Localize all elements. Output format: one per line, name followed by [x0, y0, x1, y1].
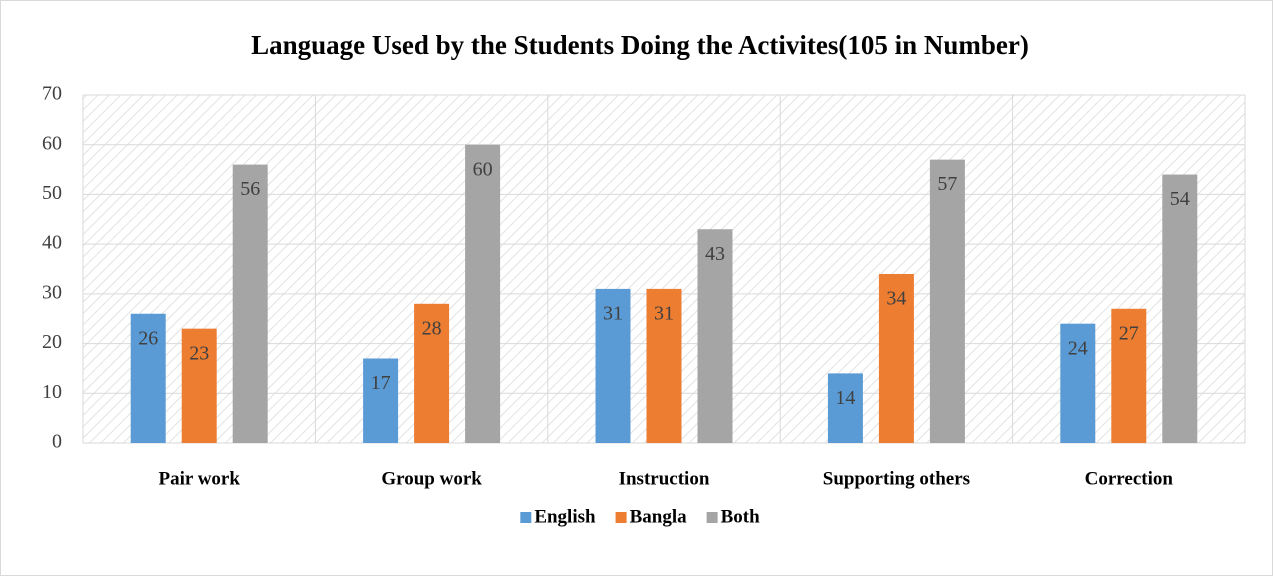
bar	[363, 358, 399, 443]
y-tick-label: 60	[42, 132, 62, 154]
y-tick-label: 40	[42, 232, 62, 254]
bar	[646, 288, 682, 443]
data-label: 56	[240, 178, 260, 200]
data-label: 17	[371, 372, 391, 394]
x-tick-label: Correction	[1085, 468, 1174, 489]
data-label: 57	[937, 173, 957, 195]
data-label: 43	[705, 243, 725, 265]
bar	[465, 144, 501, 443]
chart-title: Language Used by the Students Doing the …	[251, 30, 1029, 60]
data-label: 34	[886, 288, 906, 310]
data-label: 24	[1068, 337, 1088, 359]
data-label: 28	[422, 317, 442, 339]
x-tick-label: Supporting others	[823, 468, 970, 489]
data-label: 23	[189, 342, 209, 364]
data-label: 26	[138, 327, 158, 349]
x-tick-label: Instruction	[619, 468, 710, 489]
bar	[595, 288, 631, 443]
y-tick-label: 0	[52, 431, 62, 453]
x-tick-label: Group work	[381, 468, 482, 489]
bar	[1111, 308, 1147, 443]
data-label: 14	[835, 387, 855, 409]
y-tick-label: 10	[42, 381, 62, 403]
data-label: 31	[603, 302, 623, 324]
y-tick-label: 20	[42, 331, 62, 353]
bar	[697, 229, 733, 443]
bar	[878, 273, 914, 443]
legend-label: Bangla	[630, 506, 688, 527]
y-tick-label: 50	[42, 182, 62, 204]
bar	[232, 164, 268, 443]
x-tick-label: Pair work	[158, 468, 240, 489]
data-label: 31	[654, 302, 674, 324]
legend-swatch	[706, 512, 718, 523]
bar	[1060, 323, 1096, 443]
data-label: 60	[473, 158, 493, 180]
y-tick-label: 30	[42, 281, 62, 303]
bar	[929, 159, 965, 443]
y-tick-label: 70	[42, 83, 62, 105]
data-label: 54	[1170, 188, 1190, 210]
legend-label: Both	[721, 506, 761, 527]
bar	[181, 328, 217, 443]
bar	[130, 313, 166, 443]
legend-swatch	[520, 512, 532, 523]
data-label: 27	[1119, 322, 1139, 344]
bar	[1162, 174, 1198, 444]
bar	[414, 303, 450, 443]
legend-swatch	[615, 512, 627, 523]
bar	[827, 373, 863, 443]
legend-label: English	[534, 506, 596, 527]
